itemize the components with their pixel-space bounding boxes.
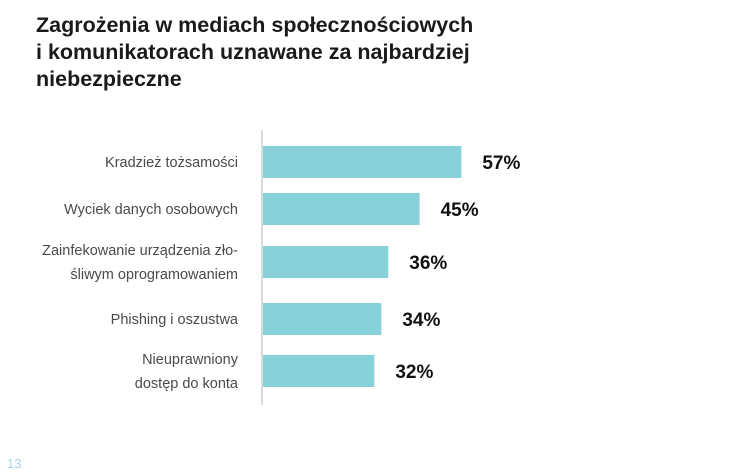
bar bbox=[263, 146, 462, 178]
value-label: 36% bbox=[409, 253, 447, 274]
category-label: Kradzież tożsamości bbox=[105, 155, 238, 171]
title-line: i komunikatorach uznawane za najbardziej bbox=[36, 40, 470, 64]
title-line: Zagrożenia w mediach społecznościowych bbox=[36, 13, 474, 37]
category-label: Nieuprawniony bbox=[142, 352, 239, 368]
bar bbox=[263, 193, 420, 225]
bar bbox=[263, 303, 382, 335]
page-number: 13 bbox=[7, 456, 22, 471]
value-label: 45% bbox=[441, 200, 479, 221]
value-label: 32% bbox=[395, 362, 433, 383]
category-label: śliwym oprogramowaniem bbox=[70, 267, 238, 283]
value-label: 34% bbox=[402, 310, 440, 331]
bar bbox=[263, 246, 389, 278]
chart-title: Zagrożenia w mediach społecznościowych i… bbox=[36, 12, 556, 93]
bar bbox=[263, 355, 375, 387]
category-label: Phishing i oszustwa bbox=[111, 312, 239, 328]
value-label: 57% bbox=[482, 153, 520, 174]
category-label: Zainfekowanie urządzenia zło- bbox=[42, 243, 238, 259]
title-line: niebezpieczne bbox=[36, 67, 182, 91]
category-label: dostęp do konta bbox=[135, 376, 239, 392]
category-label: Wyciek danych osobowych bbox=[64, 202, 238, 218]
